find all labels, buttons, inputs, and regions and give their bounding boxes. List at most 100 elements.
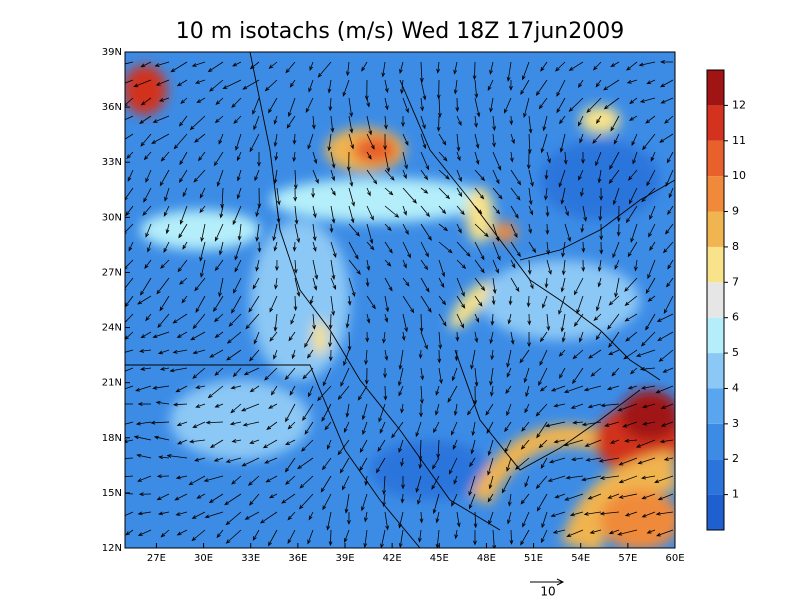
wind-arrow <box>199 187 206 199</box>
wind-arrow <box>453 61 458 75</box>
wind-arrow <box>228 313 242 327</box>
wind-arrow <box>471 421 476 437</box>
wind-arrow <box>231 97 242 109</box>
colorbar-bin <box>707 282 724 318</box>
wind-arrow <box>330 115 335 133</box>
wind-arrow <box>348 169 354 188</box>
wind-arrow <box>420 277 430 293</box>
wind-arrow <box>209 439 224 449</box>
wind-arrow <box>608 349 620 356</box>
wind-arrow <box>366 223 374 245</box>
wind-arrow <box>568 61 584 71</box>
wind-arrow <box>125 205 134 217</box>
wind-arrow <box>127 169 134 182</box>
wind-arrow <box>487 493 494 503</box>
wind-arrow <box>189 115 206 131</box>
wind-arrow <box>587 493 602 500</box>
wind-arrow <box>609 151 620 170</box>
wind-arrow <box>205 420 224 425</box>
wind-arrow <box>612 241 620 259</box>
wind-arrow <box>539 331 548 343</box>
wind-arrow <box>658 349 674 362</box>
wind-arrow <box>419 61 424 83</box>
wind-arrow <box>140 97 152 106</box>
wind-arrow <box>646 169 656 187</box>
wind-arrow <box>418 529 422 543</box>
wind-arrow <box>618 475 638 484</box>
wind-arrow <box>657 493 674 501</box>
wind-arrow <box>312 259 319 280</box>
wind-arrow <box>140 133 152 147</box>
wind-arrow <box>433 421 440 434</box>
wind-arrow <box>348 277 356 297</box>
wind-arrow <box>320 475 332 493</box>
wind-arrow <box>152 385 170 390</box>
wind-arrow <box>218 133 224 145</box>
wind-arrow <box>509 529 514 545</box>
wind-arrow <box>125 79 134 84</box>
wind-arrow <box>523 97 530 118</box>
colorbar-bin <box>707 494 724 530</box>
lon-tick-label: 54E <box>571 553 590 564</box>
wind-arrow <box>647 259 656 280</box>
wind-arrow <box>662 241 674 254</box>
wind-arrow <box>164 187 170 202</box>
wind-arrow <box>438 187 451 200</box>
wind-arrow <box>236 169 242 182</box>
wind-arrow <box>234 259 242 273</box>
isotach-field <box>125 52 675 548</box>
wind-arrow <box>293 187 298 202</box>
wind-arrow <box>608 529 620 535</box>
wind-arrow <box>597 277 602 288</box>
wind-arrow <box>438 151 448 162</box>
wind-arrow <box>154 61 170 67</box>
wind-arrow <box>492 151 502 171</box>
wind-arrow <box>293 259 298 274</box>
wind-arrow <box>547 475 566 482</box>
wind-arrow <box>128 241 134 252</box>
wind-arrow <box>501 475 512 494</box>
wind-arrow <box>645 115 656 124</box>
wind-arrow <box>224 493 242 506</box>
wind-arrow <box>359 457 368 472</box>
wind-arrow <box>581 241 586 253</box>
wind-arrow <box>215 97 224 106</box>
wind-arrow <box>569 511 584 517</box>
wind-arrow <box>453 403 458 416</box>
wind-arrow <box>527 331 531 348</box>
wind-arrow <box>592 61 602 71</box>
wind-arrow <box>125 529 134 536</box>
wind-arrow <box>492 133 496 148</box>
wind-arrow <box>420 259 429 271</box>
wind-arrow <box>192 421 206 428</box>
wind-arrow <box>159 366 170 371</box>
wind-arrow <box>612 187 620 206</box>
wind-arrow <box>645 313 656 331</box>
wind-arrow <box>188 475 206 486</box>
wind-arrow <box>347 295 352 306</box>
wind-arrow <box>589 529 602 534</box>
wind-arrow <box>214 259 224 272</box>
wind-arrow <box>663 295 674 315</box>
wind-arrow <box>608 295 620 306</box>
wind-arrow <box>220 187 225 209</box>
wind-arrow <box>255 223 260 242</box>
lat-tick-label: 27N <box>102 267 122 278</box>
wind-arrow <box>560 313 566 333</box>
wind-arrow <box>659 133 674 143</box>
wind-arrow <box>558 169 566 188</box>
wind-arrow <box>488 475 494 490</box>
wind-arrow <box>244 511 260 520</box>
wind-arrow <box>285 403 296 423</box>
wind-arrow <box>595 151 602 167</box>
wind-arrow <box>474 241 485 261</box>
wind-arrow <box>312 151 318 165</box>
wind-arrow <box>348 241 359 260</box>
wind-arrow <box>474 151 480 165</box>
wind-arrow <box>507 511 512 525</box>
wind-arrow <box>510 277 520 293</box>
wind-arrow <box>243 367 260 376</box>
wind-arrow <box>454 529 459 540</box>
wind-arrow <box>402 259 407 269</box>
